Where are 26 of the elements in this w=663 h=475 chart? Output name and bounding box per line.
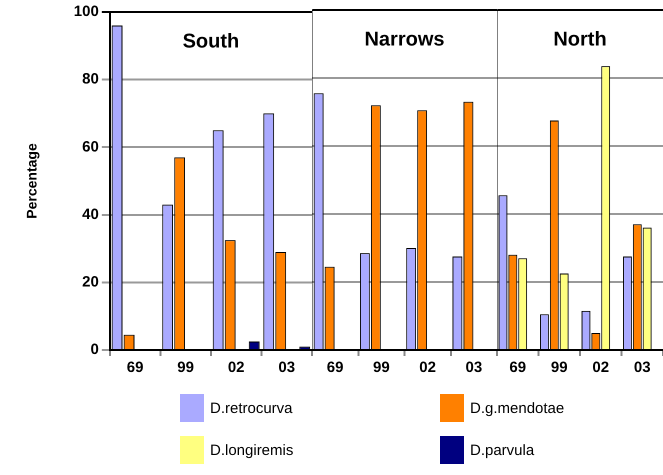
text: South (182, 30, 240, 53)
legend-label: D.parvula (470, 442, 534, 458)
y-tick-label: 0 (90, 341, 99, 358)
legend-label: D.retrocurva (210, 400, 293, 416)
legend-label: D.longiremis (210, 442, 294, 458)
legend-label: D.g.mendotae (470, 400, 564, 416)
x-tick-label: 69 (326, 359, 344, 376)
x-tick-label: 69 (509, 359, 526, 376)
text: North (553, 28, 607, 51)
x-tick-label: 69 (126, 359, 144, 376)
y-tick-label: 60 (82, 138, 99, 156)
x-tick-label: 03 (466, 359, 482, 376)
y-axis-title: Percentage (23, 143, 40, 219)
text: Narrows (364, 28, 445, 51)
x-tick-label: 99 (550, 359, 568, 376)
x-tick-label: 03 (634, 359, 651, 376)
x-tick-label: 99 (373, 359, 390, 376)
x-tick-label: 99 (177, 359, 194, 376)
x-tick-label: 02 (419, 359, 436, 376)
x-tick-label: 02 (228, 359, 245, 376)
y-tick-label: 40 (82, 206, 99, 223)
x-tick-label: 02 (592, 359, 610, 376)
x-tick-label: 03 (278, 359, 296, 376)
y-tick-label: 20 (82, 274, 99, 291)
y-tick-label: 100 (74, 3, 99, 20)
y-tick-label: 80 (82, 70, 99, 88)
